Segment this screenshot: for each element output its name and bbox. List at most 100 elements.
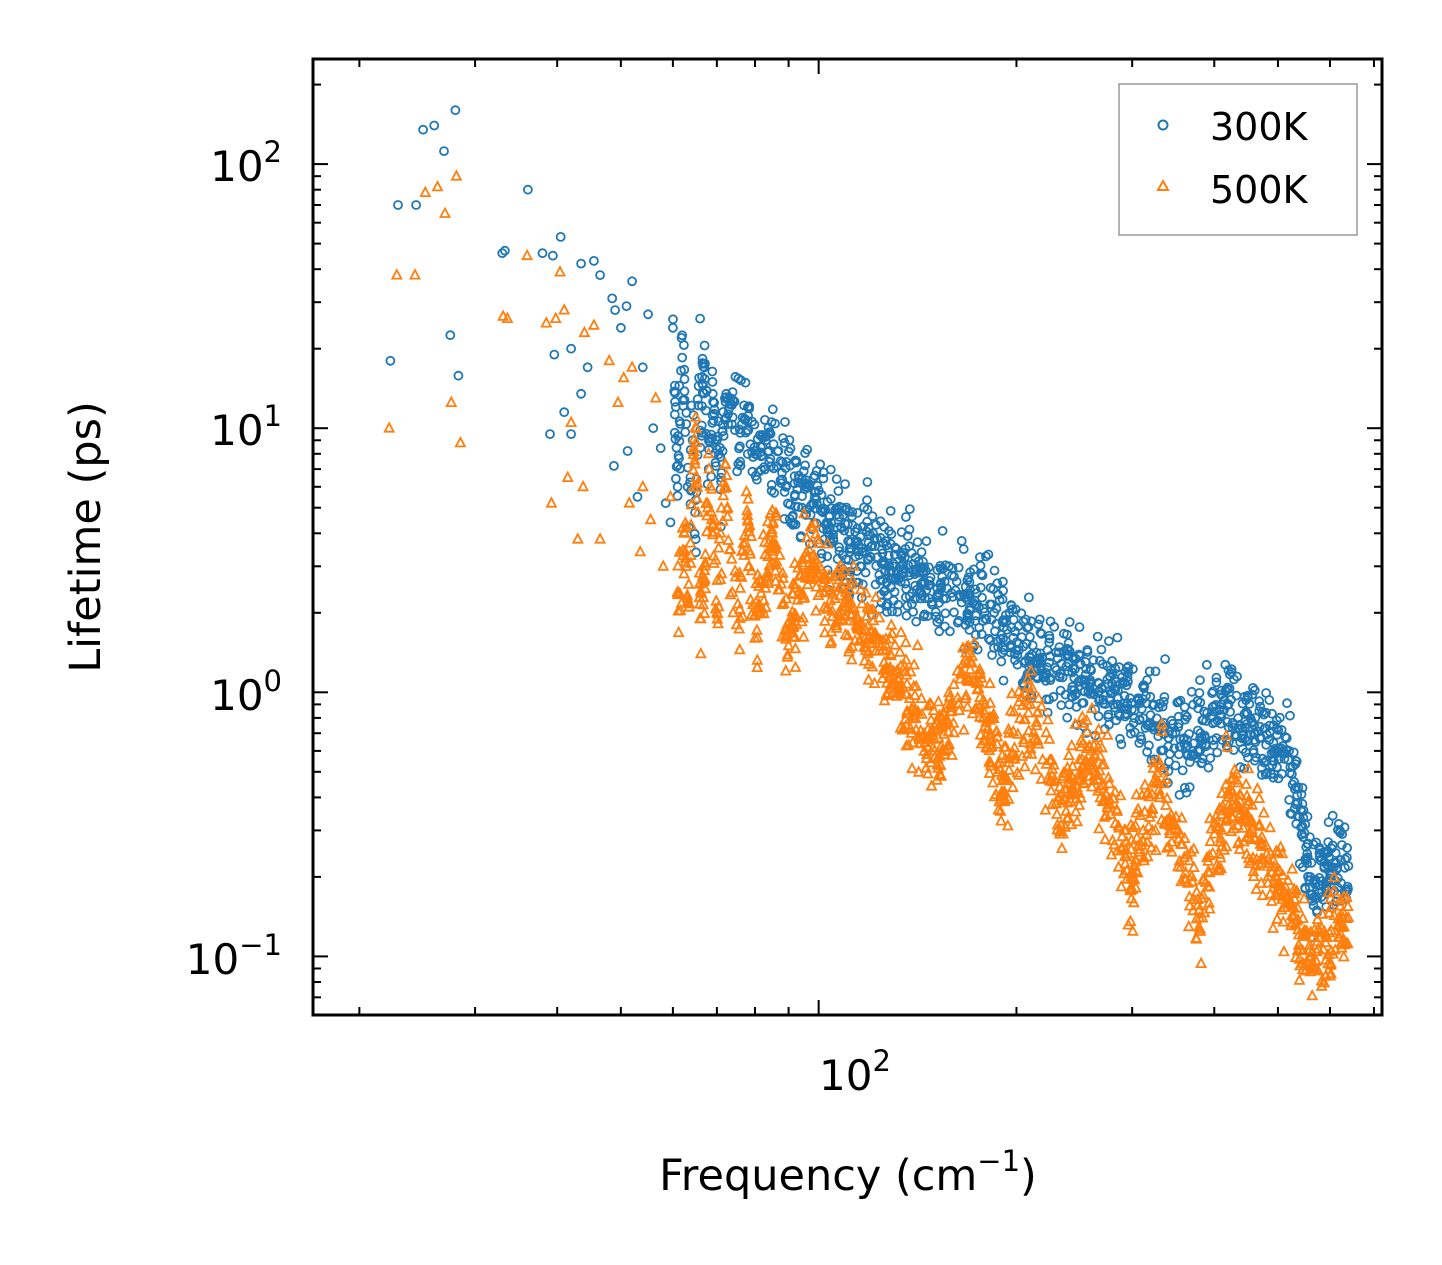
data-point-500K <box>1273 863 1286 875</box>
data-point-300K <box>621 301 632 312</box>
data-point-500K <box>964 662 977 675</box>
data-point-300K <box>999 615 1010 625</box>
data-point-500K <box>657 559 670 571</box>
data-point-300K <box>1254 696 1265 707</box>
data-point-500K <box>1311 934 1324 947</box>
data-point-300K <box>1100 699 1111 709</box>
data-point-500K <box>676 543 689 555</box>
data-point-500K <box>931 722 944 734</box>
data-point-500K <box>735 570 748 582</box>
data-point-300K <box>648 423 659 434</box>
data-point-300K <box>1169 743 1180 754</box>
data-point-300K <box>989 643 999 653</box>
data-point-500K <box>1264 887 1277 899</box>
data-point-300K <box>784 435 795 445</box>
data-point-500K <box>1060 804 1073 816</box>
data-point-300K <box>707 376 718 387</box>
data-point-300K <box>499 245 510 256</box>
data-point-300K <box>1148 724 1159 735</box>
data-point-300K <box>985 635 996 646</box>
data-point-500K <box>1050 807 1063 819</box>
data-point-500K <box>922 699 935 711</box>
data-point-300K <box>956 536 967 546</box>
data-point-300K <box>883 561 894 572</box>
data-point-500K <box>893 645 906 657</box>
data-point-500K <box>788 556 801 568</box>
data-point-300K <box>1024 651 1035 662</box>
data-point-500K <box>1197 872 1209 884</box>
data-point-300K <box>1237 723 1248 733</box>
data-point-300K <box>1077 698 1087 708</box>
data-point-300K <box>1239 691 1250 702</box>
data-point-500K <box>1195 891 1208 903</box>
data-point-500K <box>856 624 869 636</box>
data-point-300K <box>704 433 715 444</box>
data-point-300K <box>1252 726 1262 737</box>
data-point-500K <box>1286 862 1299 874</box>
data-point-300K <box>1082 645 1093 655</box>
data-point-500K <box>811 533 824 545</box>
data-point-300K <box>1097 683 1107 694</box>
data-point-500K <box>1061 796 1074 808</box>
data-point-300K <box>770 418 780 429</box>
data-point-300K <box>779 486 790 497</box>
data-point-500K <box>743 559 756 571</box>
data-point-500K <box>1203 902 1216 914</box>
data-point-500K <box>672 604 685 616</box>
data-point-500K <box>968 636 981 648</box>
data-point-300K <box>974 622 985 633</box>
data-point-300K <box>863 530 874 541</box>
data-point-300K <box>555 231 566 242</box>
data-point-500K <box>715 501 728 513</box>
data-point-500K <box>729 570 742 582</box>
data-point-500K <box>1318 924 1331 936</box>
data-point-500K <box>1051 823 1064 835</box>
data-point-300K <box>724 399 735 410</box>
data-point-500K <box>1341 899 1354 911</box>
data-point-500K <box>921 740 934 752</box>
data-point-500K <box>1006 780 1019 793</box>
data-point-500K <box>1298 923 1311 935</box>
data-point-500K <box>899 712 912 724</box>
data-point-500K <box>1003 763 1016 775</box>
data-point-500K <box>983 766 996 778</box>
data-point-500K <box>1087 773 1100 786</box>
data-point-500K <box>1202 864 1214 877</box>
data-point-300K <box>1291 799 1301 810</box>
data-point-500K <box>540 316 553 328</box>
data-point-500K <box>1288 882 1301 894</box>
data-point-300K <box>1279 753 1290 764</box>
data-point-500K <box>689 410 702 422</box>
data-point-500K <box>743 544 756 556</box>
data-point-300K <box>953 615 964 626</box>
data-point-500K <box>793 568 806 580</box>
data-point-500K <box>1094 749 1107 761</box>
data-point-500K <box>991 737 1004 749</box>
data-point-500K <box>1041 713 1054 725</box>
data-point-500K <box>693 590 706 603</box>
data-point-300K <box>1239 709 1250 719</box>
data-point-300K <box>669 409 680 420</box>
data-point-500K <box>1251 781 1264 794</box>
data-point-300K <box>960 620 971 630</box>
data-point-300K <box>983 633 994 644</box>
data-point-300K <box>845 537 856 548</box>
data-point-300K <box>949 571 959 582</box>
data-point-500K <box>1069 717 1082 729</box>
data-point-500K <box>1187 842 1200 854</box>
data-point-500K <box>956 641 969 653</box>
data-point-300K <box>740 415 751 426</box>
data-point-500K <box>1085 780 1098 792</box>
data-point-500K <box>1151 776 1164 788</box>
data-point-300K <box>679 374 690 385</box>
data-point-300K <box>1296 806 1307 817</box>
data-point-500K <box>1225 824 1238 837</box>
data-point-500K <box>1265 894 1278 906</box>
data-point-300K <box>709 408 720 419</box>
data-point-300K <box>1168 718 1178 729</box>
data-point-500K <box>1159 798 1172 810</box>
data-point-300K <box>789 491 800 502</box>
data-point-500K <box>1303 942 1316 955</box>
data-point-500K <box>1120 849 1133 862</box>
data-point-300K <box>445 330 456 341</box>
